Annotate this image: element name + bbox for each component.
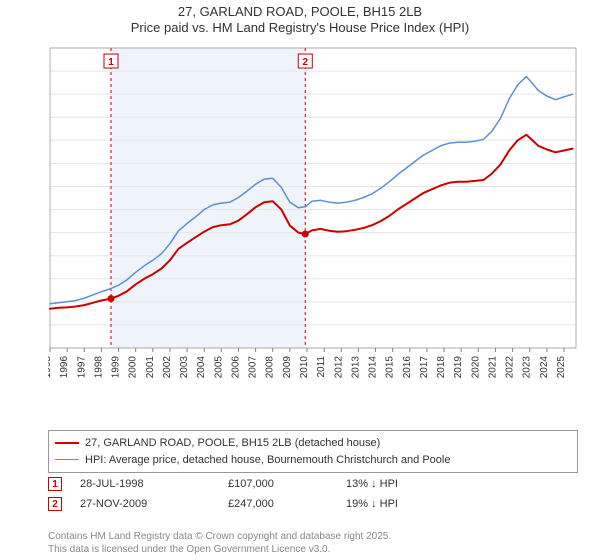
line-chart-svg: £0£50K£100K£150K£200K£250K£300K£350K£400…	[48, 44, 578, 389]
svg-text:2011: 2011	[316, 356, 327, 378]
svg-text:2013: 2013	[350, 356, 361, 379]
sale-date: 27-NOV-2009	[80, 498, 210, 510]
svg-text:1998: 1998	[93, 356, 104, 379]
title-block: 27, GARLAND ROAD, POOLE, BH15 2LB Price …	[0, 0, 600, 37]
svg-text:2009: 2009	[282, 356, 293, 379]
sale-diff: 19% ↓ HPI	[346, 498, 446, 510]
svg-text:2023: 2023	[522, 356, 533, 379]
svg-text:2004: 2004	[196, 356, 207, 379]
legend-row-hpi: HPI: Average price, detached house, Bour…	[55, 452, 571, 469]
sale-price: £247,000	[228, 498, 328, 510]
svg-text:2015: 2015	[385, 356, 396, 379]
sale-diff: 13% ↓ HPI	[346, 478, 446, 490]
svg-text:2007: 2007	[248, 356, 259, 379]
svg-text:2018: 2018	[436, 356, 447, 379]
svg-text:2016: 2016	[402, 356, 413, 379]
sale-marker-box: 2	[48, 497, 62, 511]
svg-text:2005: 2005	[213, 356, 224, 379]
legend-row-price-paid: 27, GARLAND ROAD, POOLE, BH15 2LB (detac…	[55, 435, 571, 452]
title-address: 27, GARLAND ROAD, POOLE, BH15 2LB	[0, 4, 600, 20]
svg-text:1999: 1999	[111, 356, 122, 379]
svg-text:2012: 2012	[333, 356, 344, 379]
svg-text:2017: 2017	[419, 356, 430, 379]
svg-text:2: 2	[303, 57, 309, 68]
footer-line2: This data is licensed under the Open Gov…	[48, 544, 578, 557]
sale-marker-box: 1	[48, 477, 62, 491]
sale-date: 28-JUL-1998	[80, 478, 210, 490]
svg-text:1997: 1997	[76, 356, 87, 379]
sale-row: 2 27-NOV-2009 £247,000 19% ↓ HPI	[48, 494, 578, 514]
svg-text:2019: 2019	[453, 356, 464, 379]
svg-text:2010: 2010	[299, 356, 310, 379]
legend-swatch-hpi	[55, 459, 79, 460]
svg-text:2021: 2021	[487, 356, 498, 379]
svg-text:2014: 2014	[368, 356, 379, 379]
sales-table: 1 28-JUL-1998 £107,000 13% ↓ HPI 2 27-NO…	[48, 474, 578, 514]
title-subtitle: Price paid vs. HM Land Registry's House …	[0, 20, 600, 36]
svg-text:2024: 2024	[539, 356, 550, 379]
chart-container: 27, GARLAND ROAD, POOLE, BH15 2LB Price …	[0, 0, 600, 560]
svg-text:2000: 2000	[128, 356, 139, 379]
svg-text:2020: 2020	[470, 356, 481, 379]
legend-swatch-price-paid	[55, 442, 79, 444]
svg-text:2025: 2025	[556, 356, 567, 379]
legend-label-hpi: HPI: Average price, detached house, Bour…	[85, 452, 450, 469]
sale-row: 1 28-JUL-1998 £107,000 13% ↓ HPI	[48, 474, 578, 494]
svg-text:1: 1	[108, 57, 114, 68]
svg-text:2002: 2002	[162, 356, 173, 379]
svg-text:2001: 2001	[145, 356, 156, 379]
svg-text:1995: 1995	[48, 356, 53, 379]
svg-text:2003: 2003	[179, 356, 190, 379]
chart-area: £0£50K£100K£150K£200K£250K£300K£350K£400…	[48, 44, 578, 389]
svg-text:2006: 2006	[230, 356, 241, 379]
footer-attribution: Contains HM Land Registry data © Crown c…	[48, 531, 578, 556]
legend-box: 27, GARLAND ROAD, POOLE, BH15 2LB (detac…	[48, 430, 578, 473]
sale-price: £107,000	[228, 478, 328, 490]
legend-label-price-paid: 27, GARLAND ROAD, POOLE, BH15 2LB (detac…	[85, 435, 380, 452]
svg-text:2008: 2008	[265, 356, 276, 379]
svg-text:2022: 2022	[505, 356, 516, 379]
footer-line1: Contains HM Land Registry data © Crown c…	[48, 531, 578, 544]
svg-text:1996: 1996	[59, 356, 70, 379]
